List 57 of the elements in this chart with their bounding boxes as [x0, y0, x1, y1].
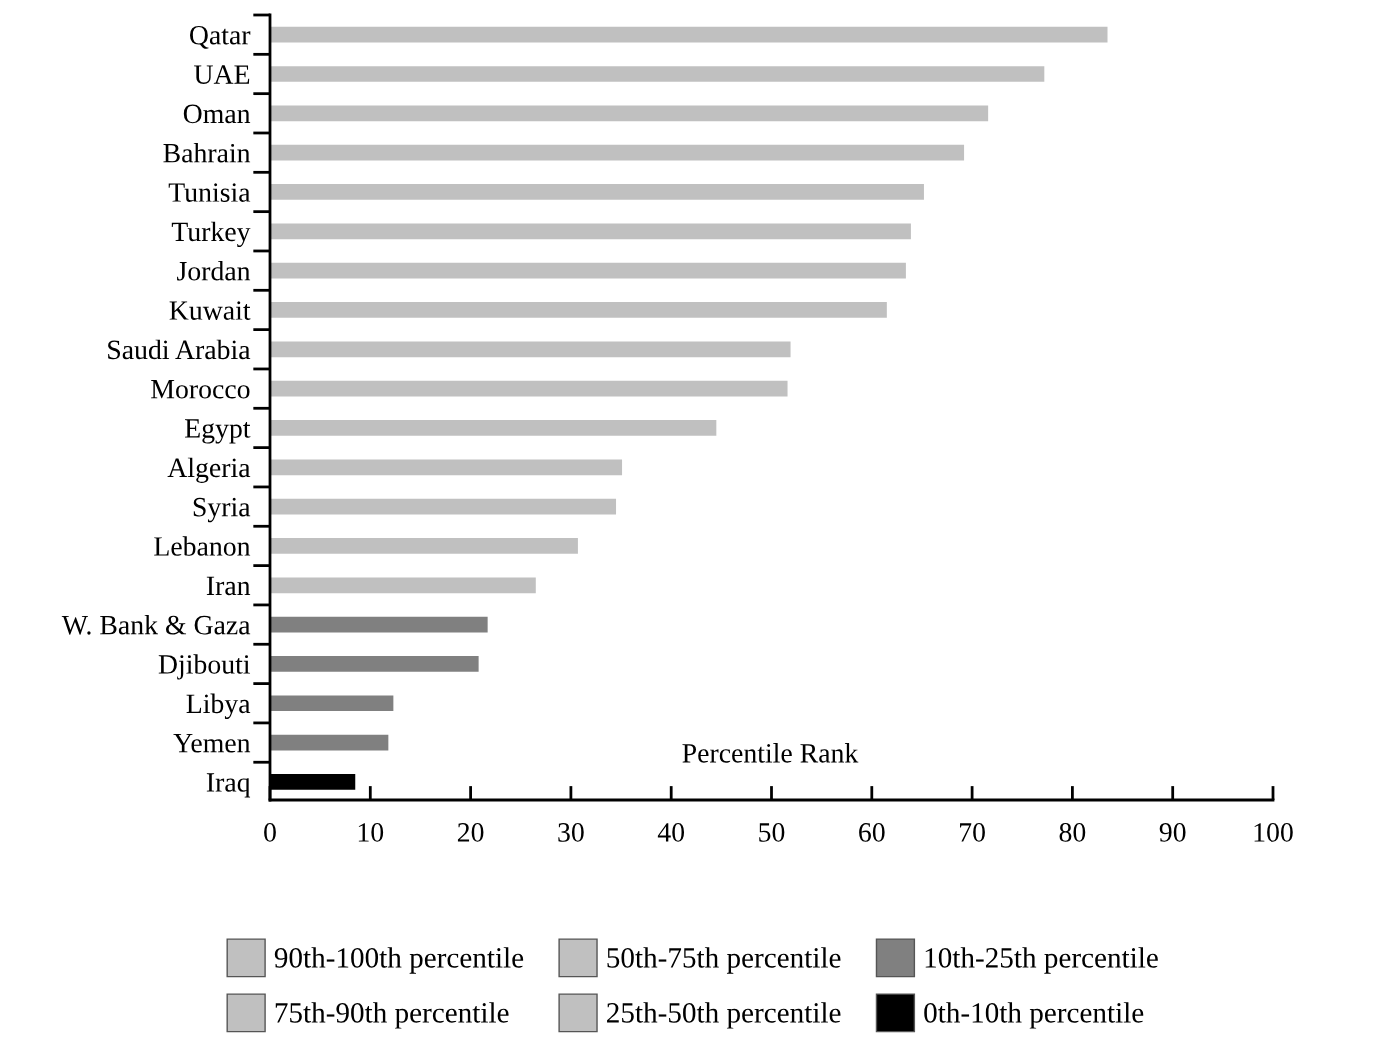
- bar: [270, 577, 536, 594]
- legend-label: 90th-100th percentile: [274, 947, 524, 974]
- bar: [270, 656, 479, 672]
- legend-label: 50th-75th percentile: [607, 947, 841, 974]
- y-tick-label: Djibouti: [158, 654, 251, 680]
- x-tick-label: 0: [264, 823, 276, 842]
- legend-label: 0th-10th percentile: [924, 1002, 1144, 1029]
- x-tick-label: 70: [960, 823, 985, 842]
- y-tick-label: Lebanon: [154, 536, 251, 556]
- bar: [270, 184, 924, 200]
- x-tick-label: 50: [759, 823, 785, 842]
- y-tick-label: Oman: [183, 104, 251, 124]
- y-tick-label: UAE: [194, 65, 250, 84]
- bar: [270, 459, 623, 476]
- x-tick-label: 90: [1159, 823, 1186, 842]
- y-tick-label: Bahrain: [163, 143, 251, 163]
- bar: [270, 144, 965, 161]
- bar: [270, 223, 911, 240]
- y-tick-label: W. Bank & Gaza: [61, 614, 251, 635]
- x-tick-label: 80: [1059, 823, 1086, 842]
- x-tick-label: 30: [558, 823, 584, 842]
- y-tick-label: Libya: [186, 693, 251, 719]
- x-tick-label: 60: [859, 823, 885, 842]
- y-tick-label: Iraq: [206, 773, 251, 798]
- y-tick-label: Turkey: [171, 221, 251, 247]
- bar: [270, 341, 791, 358]
- bar: [270, 26, 1108, 43]
- x-tick-label: 40: [657, 823, 685, 842]
- x-axis-title: Percentile Rank: [682, 743, 859, 763]
- legend-label: 25th-50th percentile: [607, 1002, 841, 1029]
- legend-label: 10th-25th percentile: [925, 947, 1158, 974]
- y-tick-label: Algeria: [167, 457, 251, 483]
- bar: [270, 616, 488, 633]
- legend-label: 75th-90th percentile: [275, 1002, 509, 1029]
- bar: [270, 66, 1045, 82]
- bar: [270, 262, 906, 279]
- x-tick-label: 20: [457, 823, 484, 842]
- y-tick-label: Kuwait: [169, 301, 251, 320]
- y-tick-label: Egypt: [185, 419, 251, 444]
- bar: [270, 105, 989, 122]
- bar: [270, 734, 389, 751]
- bar: [270, 380, 788, 397]
- bar: [270, 695, 394, 712]
- y-tick-label: Syria: [193, 497, 251, 523]
- y-tick-label: Qatar: [190, 25, 251, 49]
- x-tick-label: 10: [358, 823, 384, 842]
- bar: [270, 538, 578, 554]
- y-tick-label: Jordan: [177, 261, 251, 281]
- y-tick-label: Iran: [206, 576, 251, 596]
- y-tick-label: Yemen: [173, 734, 251, 753]
- y-tick-label: Tunisia: [168, 183, 251, 202]
- bar: [270, 420, 717, 436]
- x-tick-label: 100: [1254, 823, 1293, 842]
- y-tick-label: Saudi Arabia: [108, 339, 251, 360]
- bar: [270, 498, 617, 515]
- bar: [270, 302, 887, 318]
- y-tick-label: Morocco: [151, 380, 250, 399]
